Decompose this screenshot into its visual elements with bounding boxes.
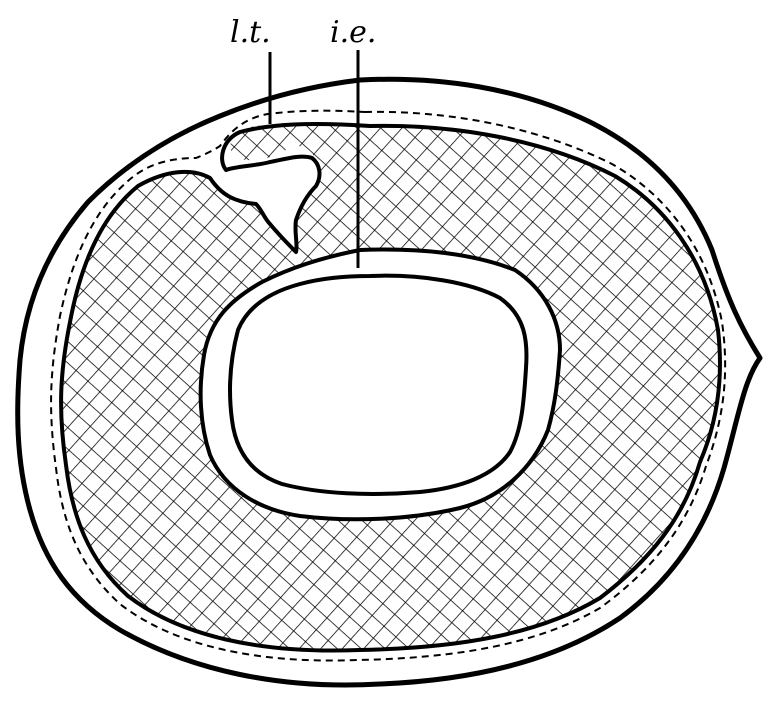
label-lt: l.t. <box>230 15 271 50</box>
inner-cavity <box>228 273 529 496</box>
hatched-layer-outline <box>59 122 722 653</box>
label-ie: i.e. <box>330 15 376 50</box>
